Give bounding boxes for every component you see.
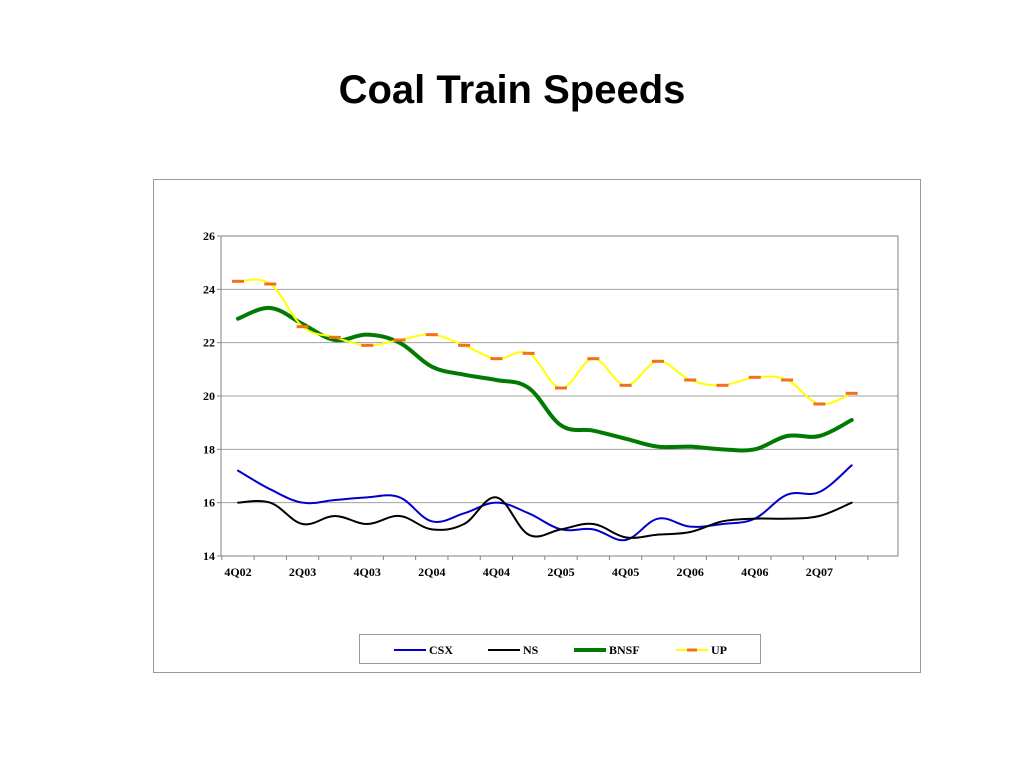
legend-swatch-up: [676, 648, 708, 652]
x-tick-label: 2Q07: [806, 565, 833, 579]
legend-swatch-ns: [488, 649, 520, 651]
series-layer: [232, 278, 858, 542]
legend-item-up: UP: [676, 642, 727, 658]
x-tick-label: 4Q05: [612, 565, 639, 579]
x-tick-label: 2Q04: [418, 565, 445, 579]
legend-item-ns: NS: [488, 642, 538, 658]
y-tick-label: 18: [203, 442, 215, 456]
tick-layer: 14 16 18 20 22 24 26 4Q02 2Q03 4Q03 2Q04 4Q04 2Q05 4Q…: [203, 229, 869, 579]
grid-layer: [221, 288, 898, 504]
x-tick-label: 4Q04: [483, 565, 510, 579]
y-tick-label: 16: [203, 496, 215, 510]
x-tick-label: 2Q05: [547, 565, 574, 579]
series-line-up: [237, 278, 853, 406]
legend-item-bnsf: BNSF: [574, 642, 640, 658]
slide-title: Coal Train Speeds: [338, 68, 686, 112]
series-line-ns: [237, 496, 853, 539]
legend-swatch-bnsf: [574, 648, 606, 652]
y-tick-label: 22: [203, 336, 215, 350]
y-tick-label: 20: [203, 389, 215, 403]
series-line-bnsf: [236, 305, 854, 453]
legend-item-csx: CSX: [394, 642, 453, 658]
series-line-csx: [237, 464, 853, 542]
y-tick-label: 26: [203, 229, 215, 243]
legend-label-up: UP: [711, 642, 727, 657]
x-tick-label: 2Q06: [677, 565, 704, 579]
x-tick-label: 4Q02: [224, 565, 251, 579]
chart-frame: [153, 179, 921, 673]
y-tick-label: 14: [203, 549, 215, 563]
legend-label-bnsf: BNSF: [609, 642, 640, 657]
x-tick-label: 4Q03: [354, 565, 381, 579]
x-tick-label: 2Q03: [289, 565, 316, 579]
legend-label-csx: CSX: [429, 642, 454, 657]
legend-label-ns: NS: [523, 642, 539, 657]
chart-legend: CSX NS BNSF UP: [359, 634, 761, 664]
legend-swatch-csx: [394, 649, 426, 651]
x-tick-label: 4Q06: [741, 565, 768, 579]
y-tick-label: 24: [203, 282, 215, 296]
